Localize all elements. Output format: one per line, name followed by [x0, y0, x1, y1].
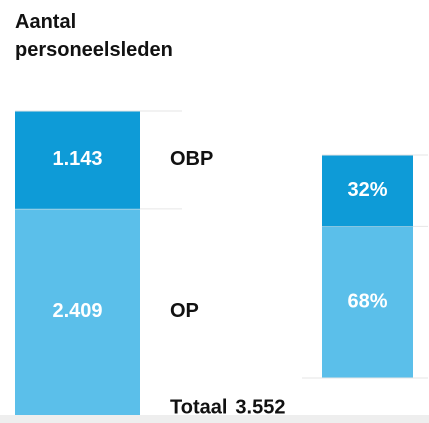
value-label: 68%	[347, 290, 387, 312]
total-label: Totaal	[170, 396, 227, 418]
total-value: 3.552	[235, 396, 285, 418]
series-label: OBP	[170, 148, 213, 170]
bar-segment	[322, 226, 413, 378]
footer-band	[0, 415, 429, 423]
bar-segment	[15, 111, 140, 209]
value-label: 32%	[347, 179, 387, 201]
value-label: 2.409	[52, 300, 102, 322]
value-label: 1.143	[52, 148, 102, 170]
bar-segment	[15, 208, 140, 415]
bar-segment	[322, 155, 413, 227]
chart-title: Aantal personeelsleden	[15, 11, 173, 61]
series-label: OP	[170, 300, 199, 322]
